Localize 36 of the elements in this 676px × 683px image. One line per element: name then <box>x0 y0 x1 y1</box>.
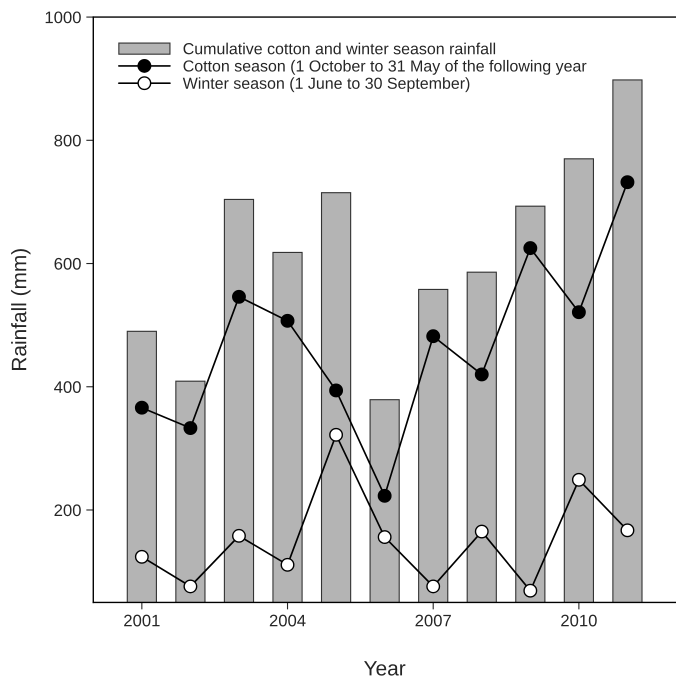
point <box>232 528 246 543</box>
point <box>183 579 198 594</box>
y-tick-label: 200 <box>54 504 81 516</box>
point <box>183 421 198 435</box>
point <box>329 384 344 398</box>
point <box>232 290 246 304</box>
x-tick-label: 2007 <box>416 614 451 626</box>
point <box>426 329 440 344</box>
point <box>426 579 440 594</box>
point <box>620 175 634 190</box>
point <box>572 472 586 487</box>
point <box>474 524 489 538</box>
point <box>378 530 392 544</box>
point <box>523 241 538 256</box>
point <box>280 314 294 328</box>
y-tick-label: 600 <box>54 258 81 270</box>
point <box>134 400 149 415</box>
point <box>329 428 344 442</box>
legend-label: Winter season (1 June to 30 September) <box>182 77 470 92</box>
y-tick-label: 800 <box>54 134 81 147</box>
point <box>474 367 489 382</box>
point <box>134 550 149 564</box>
point <box>378 488 392 503</box>
y-axis-title: Rainfall (mm) <box>11 249 31 370</box>
legend-label: Cotton season (1 October to 31 May of the following year <box>184 60 586 75</box>
point <box>523 584 538 598</box>
point <box>620 523 634 538</box>
y-tick-label: 1000 <box>46 11 81 24</box>
point <box>572 305 586 320</box>
point <box>280 558 294 572</box>
x-tick-label: 2001 <box>124 614 160 626</box>
y-tick-label: 400 <box>54 381 81 393</box>
x-axis-title: Year <box>364 661 406 676</box>
legend-label: Cumulative cotton and winter season rainfall <box>184 42 496 54</box>
x-tick-label: 2004 <box>270 614 306 626</box>
x-tick-label: 2010 <box>561 614 597 626</box>
